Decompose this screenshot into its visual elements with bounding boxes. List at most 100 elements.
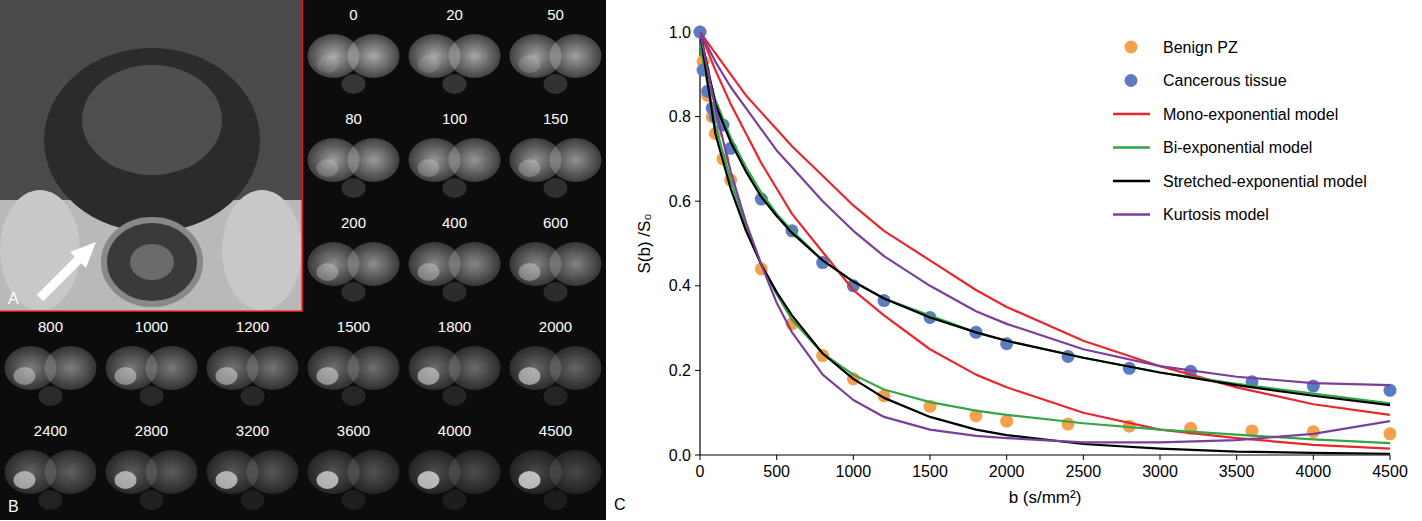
dwi-background [404, 0, 505, 104]
y-axis [699, 32, 700, 455]
dwi-rectum [241, 386, 265, 406]
dwi-tissue [45, 346, 97, 390]
data-point [1307, 380, 1320, 393]
y-tick-label: 0.4 [669, 277, 691, 294]
dwi-tissue [247, 450, 299, 494]
dwi-background [505, 104, 606, 208]
dwi-image: 400 [404, 208, 505, 312]
x-tick [1390, 455, 1391, 460]
dwi-background [505, 0, 606, 104]
dwi-lesion [216, 471, 238, 489]
x-tick [700, 455, 701, 460]
dwi-background [303, 0, 404, 104]
legend-line [1113, 113, 1150, 116]
y-tick-label: 0.2 [669, 362, 691, 379]
dwi-image: 2400 [0, 416, 101, 520]
dwi-tissue [348, 242, 400, 286]
b-value-label: 1800 [438, 318, 471, 335]
t2-image-background [0, 0, 303, 312]
dwi-background [404, 208, 505, 312]
dwi-lesion [115, 367, 137, 385]
dwi-lesion [519, 55, 541, 73]
dwi-rectum [342, 490, 366, 510]
dwi-rectum [140, 386, 164, 406]
dwi-background [303, 416, 404, 520]
legend-marker [1125, 41, 1138, 54]
b-value-label: 3600 [337, 422, 370, 439]
dwi-image: 0 [303, 0, 404, 104]
dwi-background [101, 312, 202, 416]
rectum [104, 220, 200, 304]
y-tick-label: 1.0 [669, 24, 691, 41]
legend-label: Mono-exponential model [1163, 106, 1338, 123]
panel-label: A [8, 290, 19, 307]
dwi-lesion [317, 55, 339, 73]
dwi-rectum [443, 386, 467, 406]
legend-item: Mono-exponential model [1113, 106, 1338, 123]
b-value-label: 50 [547, 6, 564, 23]
b-value-label: 1500 [337, 318, 370, 335]
x-tick-label: 2000 [989, 463, 1025, 480]
dwi-lesion [317, 471, 339, 489]
dwi-tissue [146, 450, 198, 494]
dwi-image: 50 [505, 0, 606, 104]
dwi-image: 150 [505, 104, 606, 208]
dwi-image: 1200 [202, 312, 303, 416]
x-tick [776, 455, 777, 460]
dwi-tissue [449, 242, 501, 286]
arrow [40, 256, 82, 298]
legend-label: Cancerous tissue [1163, 72, 1287, 89]
dwi-tissue [449, 138, 501, 182]
dwi-lesion [418, 367, 440, 385]
dwi-rectum [544, 386, 568, 406]
dwi-background [404, 416, 505, 520]
legend-item: Benign PZ [1125, 39, 1238, 56]
arrow-head [70, 242, 96, 268]
dwi-tissue [550, 34, 602, 78]
b-value-label: 400 [442, 214, 467, 231]
dwi-tissue [449, 346, 501, 390]
x-tick-label: 2500 [1066, 463, 1102, 480]
dwi-tissue [348, 346, 400, 390]
dwi-image: 4500 [505, 416, 606, 520]
dwi-rectum [342, 282, 366, 302]
dwi-rectum [443, 178, 467, 198]
data-point [1307, 425, 1320, 438]
y-tick [695, 116, 700, 117]
x-tick [1313, 455, 1314, 460]
y-tick [695, 370, 700, 371]
dwi-background [404, 312, 505, 416]
legend-line [1113, 180, 1150, 183]
y-tick-label: 0.0 [669, 447, 691, 464]
data-point [1062, 418, 1075, 431]
dwi-rectum [544, 282, 568, 302]
x-tick-label: 1000 [836, 463, 872, 480]
x-tick-label: 1500 [912, 463, 948, 480]
dwi-background [505, 208, 606, 312]
dwi-background [303, 104, 404, 208]
x-tick-label: 3500 [1219, 463, 1255, 480]
x-tick [930, 455, 931, 460]
data-point [1384, 427, 1397, 440]
dwi-tissue [348, 34, 400, 78]
dwi-image: 3200 [202, 416, 303, 520]
b-value-label: 100 [442, 110, 467, 127]
dwi-background [202, 416, 303, 520]
data-point [1000, 415, 1013, 428]
b-value-label: 2800 [135, 422, 168, 439]
dwi-image: 1000 [101, 312, 202, 416]
x-tick-label: 500 [763, 463, 790, 480]
legend-line [1113, 213, 1150, 216]
b-value-label: 4500 [539, 422, 572, 439]
dwi-rectum [39, 490, 63, 510]
panel-b: 0205080100150200400600800100012001500180… [0, 0, 606, 520]
y-tick-label: 0.8 [669, 108, 691, 125]
x-tick [1006, 455, 1007, 460]
panel-label: C [614, 496, 626, 513]
legend-marker [1125, 74, 1138, 87]
legend-item: Kurtosis model [1113, 206, 1269, 223]
dwi-tissue [348, 138, 400, 182]
prostate [44, 48, 260, 232]
dwi-lesion [519, 159, 541, 177]
dwi-lesion [519, 471, 541, 489]
